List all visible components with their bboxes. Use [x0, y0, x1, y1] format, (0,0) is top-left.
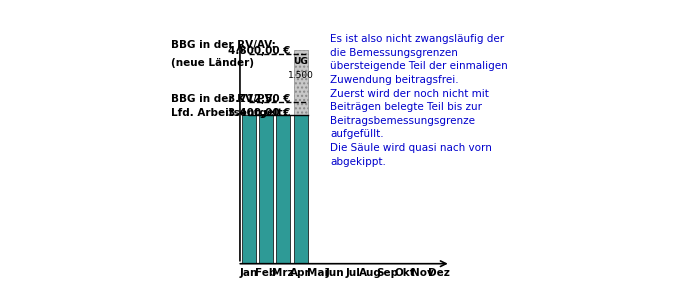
Text: 3.712,50 €: 3.712,50 €	[228, 94, 290, 104]
Text: 1.500: 1.500	[288, 71, 314, 80]
Text: 3.400,00 €: 3.400,00 €	[228, 108, 290, 117]
Text: BBG in der RV/AV:: BBG in der RV/AV:	[171, 40, 275, 50]
Text: 4.800,00 €: 4.800,00 €	[228, 46, 290, 56]
Text: UG: UG	[293, 57, 308, 66]
Bar	[294, 115, 308, 264]
Text: (neue Länder): (neue Länder)	[171, 58, 254, 68]
Bar	[241, 115, 256, 264]
Text: BBG in der KV/PV:: BBG in der KV/PV:	[171, 94, 276, 104]
Text: Lfd. Arbeitsentgelt:: Lfd. Arbeitsentgelt:	[171, 108, 286, 117]
Bar	[276, 115, 290, 264]
Bar	[259, 115, 273, 264]
Bar	[294, 50, 308, 115]
Text: Es ist also nicht zwangsläufig der
die Bemessungsgrenzen
übersteigende Teil der : Es ist also nicht zwangsläufig der die B…	[330, 34, 508, 167]
